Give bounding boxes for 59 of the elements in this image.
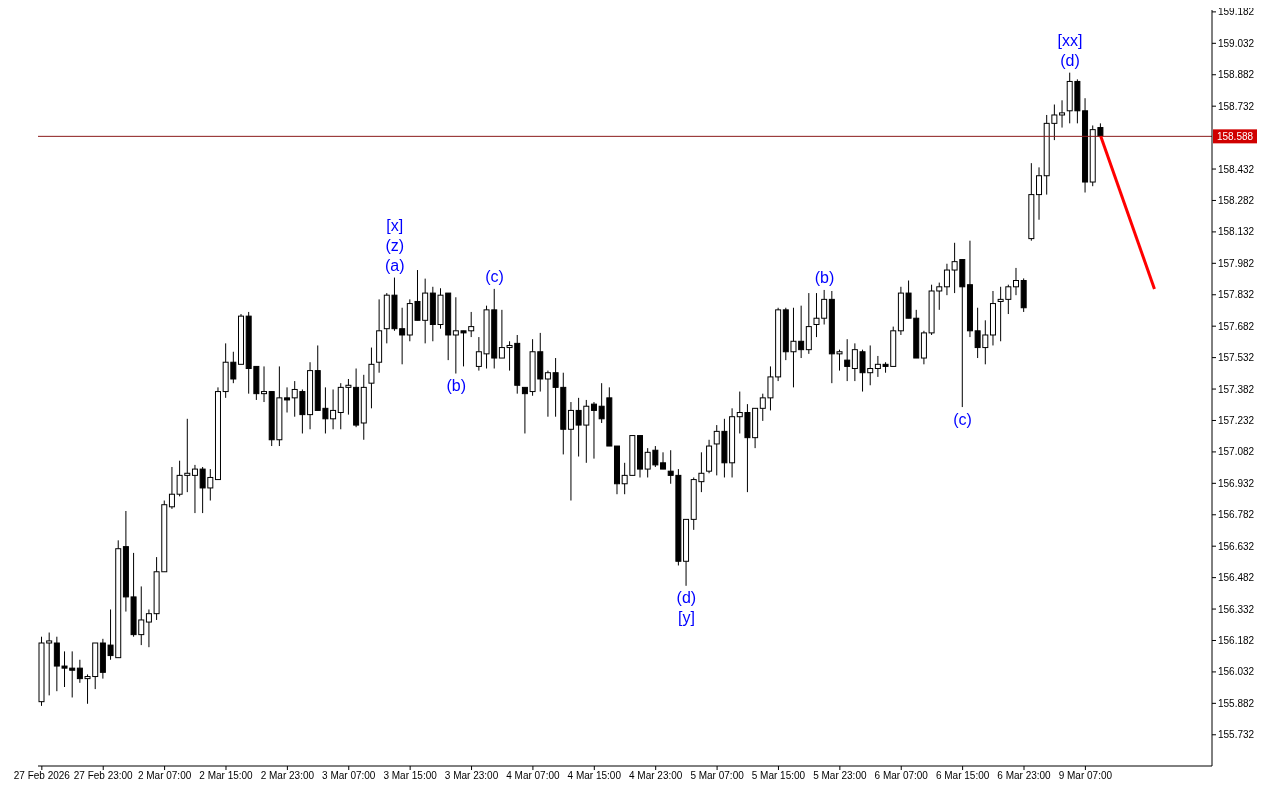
x-tick-label: 5 Mar 07:00 — [690, 770, 745, 782]
x-tick-label: 5 Mar 23:00 — [813, 770, 867, 782]
y-tick-label: 157.532 — [1218, 352, 1255, 364]
y-tick-label: 156.932 — [1218, 477, 1255, 489]
x-tick-label: 2 Mar 07:00 — [137, 770, 192, 782]
x-tick-label: 2 Mar 15:00 — [199, 770, 254, 782]
annotation: (b) — [814, 269, 835, 287]
y-tick-label: 156.782 — [1218, 509, 1255, 521]
y-tick-label: 157.382 — [1218, 383, 1255, 395]
candlestick — [368, 347, 375, 409]
y-tick-label: 158.882 — [1218, 69, 1255, 81]
y-tick-label: 158.732 — [1218, 100, 1255, 112]
candlestick — [805, 292, 812, 355]
annotation: [xx] — [1057, 32, 1083, 50]
ref-line-label: 158.588 — [1216, 130, 1254, 142]
y-tick-label: 156.632 — [1218, 540, 1255, 552]
y-tick-label: 156.032 — [1218, 666, 1255, 678]
y-tick-label: 157.232 — [1218, 415, 1255, 427]
annotation: (d) — [1060, 52, 1080, 70]
x-tick-label: 4 Mar 15:00 — [567, 770, 622, 782]
candlestick — [844, 338, 851, 382]
annotation: (c) — [485, 268, 504, 286]
y-tick-label: 158.282 — [1218, 195, 1255, 207]
y-tick-label: 156.332 — [1218, 603, 1255, 615]
annotation: (d) — [676, 589, 697, 607]
x-tick-label: 3 Mar 15:00 — [383, 770, 438, 782]
x-tick-label: 4 Mar 07:00 — [506, 770, 561, 782]
y-tick-label: 155.882 — [1218, 697, 1255, 709]
x-tick-label: 6 Mar 15:00 — [935, 770, 990, 782]
x-tick-label: 27 Feb 2026 — [13, 770, 71, 782]
annotation: [x] — [386, 217, 404, 235]
y-tick-label: 157.832 — [1218, 289, 1255, 301]
y-tick-label: 158.132 — [1218, 226, 1255, 238]
y-tick-label: 159.182 — [1218, 6, 1255, 18]
x-tick-label: 6 Mar 07:00 — [874, 770, 929, 782]
annotation: (a) — [385, 257, 405, 275]
annotation: (z) — [385, 237, 405, 255]
y-tick-label: 157.082 — [1218, 446, 1255, 458]
annotation: (b) — [446, 377, 466, 395]
x-tick-label: 9 Mar 07:00 — [1058, 770, 1113, 782]
annotation: (c) — [953, 410, 972, 428]
y-tick-label: 156.482 — [1218, 572, 1255, 584]
candlestick — [1036, 166, 1043, 221]
x-tick-label: 27 Feb 23:00 — [73, 770, 134, 782]
candlestick — [261, 365, 268, 403]
x-tick-label: 4 Mar 23:00 — [629, 770, 683, 782]
y-tick-label: 155.732 — [1218, 729, 1255, 741]
annotation: [y] — [677, 609, 695, 627]
x-tick-label: 3 Mar 07:00 — [322, 770, 376, 782]
y-tick-label: 157.982 — [1218, 257, 1255, 269]
x-tick-label: 2 Mar 23:00 — [260, 770, 315, 782]
x-tick-label: 5 Mar 15:00 — [751, 770, 806, 782]
y-tick-label: 158.432 — [1218, 163, 1255, 175]
y-tick-label: 157.682 — [1218, 320, 1255, 332]
x-tick-label: 3 Mar 23:00 — [444, 770, 499, 782]
y-tick-label: 156.182 — [1218, 635, 1255, 647]
candlestick — [1013, 267, 1019, 296]
y-tick-label: 159.032 — [1218, 37, 1255, 49]
x-tick-label: 6 Mar 23:00 — [997, 770, 1052, 782]
